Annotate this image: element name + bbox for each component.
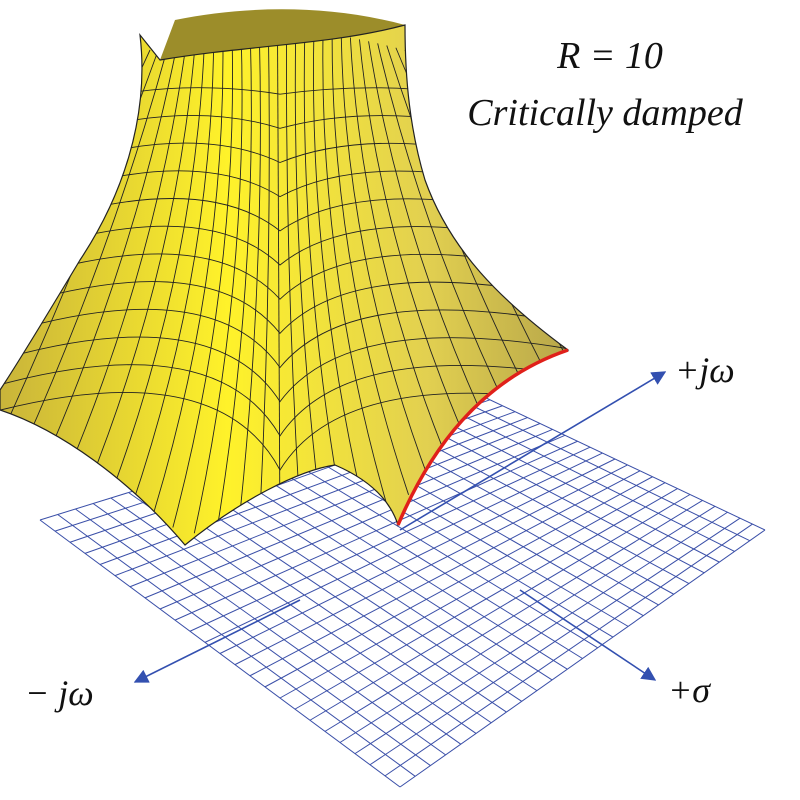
grid-line xyxy=(464,387,766,531)
critical-curve xyxy=(396,348,569,526)
mesh-line xyxy=(150,34,224,521)
axes xyxy=(133,371,667,683)
axis-jw-pos xyxy=(399,371,667,531)
mesh-line xyxy=(193,31,243,534)
mesh-line xyxy=(0,281,568,335)
mesh-line xyxy=(313,31,367,516)
mesh-line xyxy=(294,30,324,531)
mesh-line xyxy=(124,87,436,95)
mesh-line xyxy=(377,43,517,427)
mesh-line xyxy=(86,39,196,490)
mesh-line xyxy=(172,33,233,528)
parameter-label: R = 10 xyxy=(556,35,663,77)
grid-line xyxy=(411,404,720,563)
mesh-line xyxy=(0,364,568,437)
axis-jw-neg xyxy=(133,599,301,683)
mesh-line xyxy=(0,336,568,403)
mesh-line xyxy=(65,41,187,478)
grid-line xyxy=(339,505,716,743)
mesh-line xyxy=(43,43,178,464)
mesh-line xyxy=(322,33,388,506)
grid-line xyxy=(447,393,751,542)
surface-body xyxy=(0,24,570,546)
mesh-line xyxy=(349,37,452,470)
mesh-line xyxy=(129,35,215,512)
grid-line xyxy=(384,523,753,777)
grid-line xyxy=(429,398,735,552)
mesh-line xyxy=(0,308,568,369)
axis-label: − jω xyxy=(25,673,94,713)
mesh-line xyxy=(99,114,461,129)
mesh-line xyxy=(258,30,270,540)
mesh-line xyxy=(286,30,302,536)
grid-line xyxy=(369,517,741,766)
grid-line xyxy=(294,488,678,710)
mesh-line xyxy=(108,37,206,502)
mesh-line xyxy=(0,253,568,300)
mesh-line xyxy=(74,142,486,163)
mesh-line xyxy=(215,31,252,538)
mesh-line xyxy=(236,30,261,540)
s-plane-grid xyxy=(39,387,766,788)
mesh-line xyxy=(368,41,495,442)
axis-label: +jω xyxy=(675,350,735,390)
axis-label: +σ xyxy=(668,670,711,710)
grid-line xyxy=(354,511,728,755)
axis-sigma xyxy=(519,589,657,681)
mesh-line xyxy=(359,39,474,456)
mesh-line xyxy=(303,31,345,524)
grid-line xyxy=(399,529,766,788)
grid-line xyxy=(234,464,628,666)
mesh-line xyxy=(0,225,561,266)
mesh-line xyxy=(22,45,169,450)
grid-line xyxy=(324,499,703,732)
mesh-line xyxy=(331,34,409,495)
condition-label: Critically damped xyxy=(467,92,743,134)
